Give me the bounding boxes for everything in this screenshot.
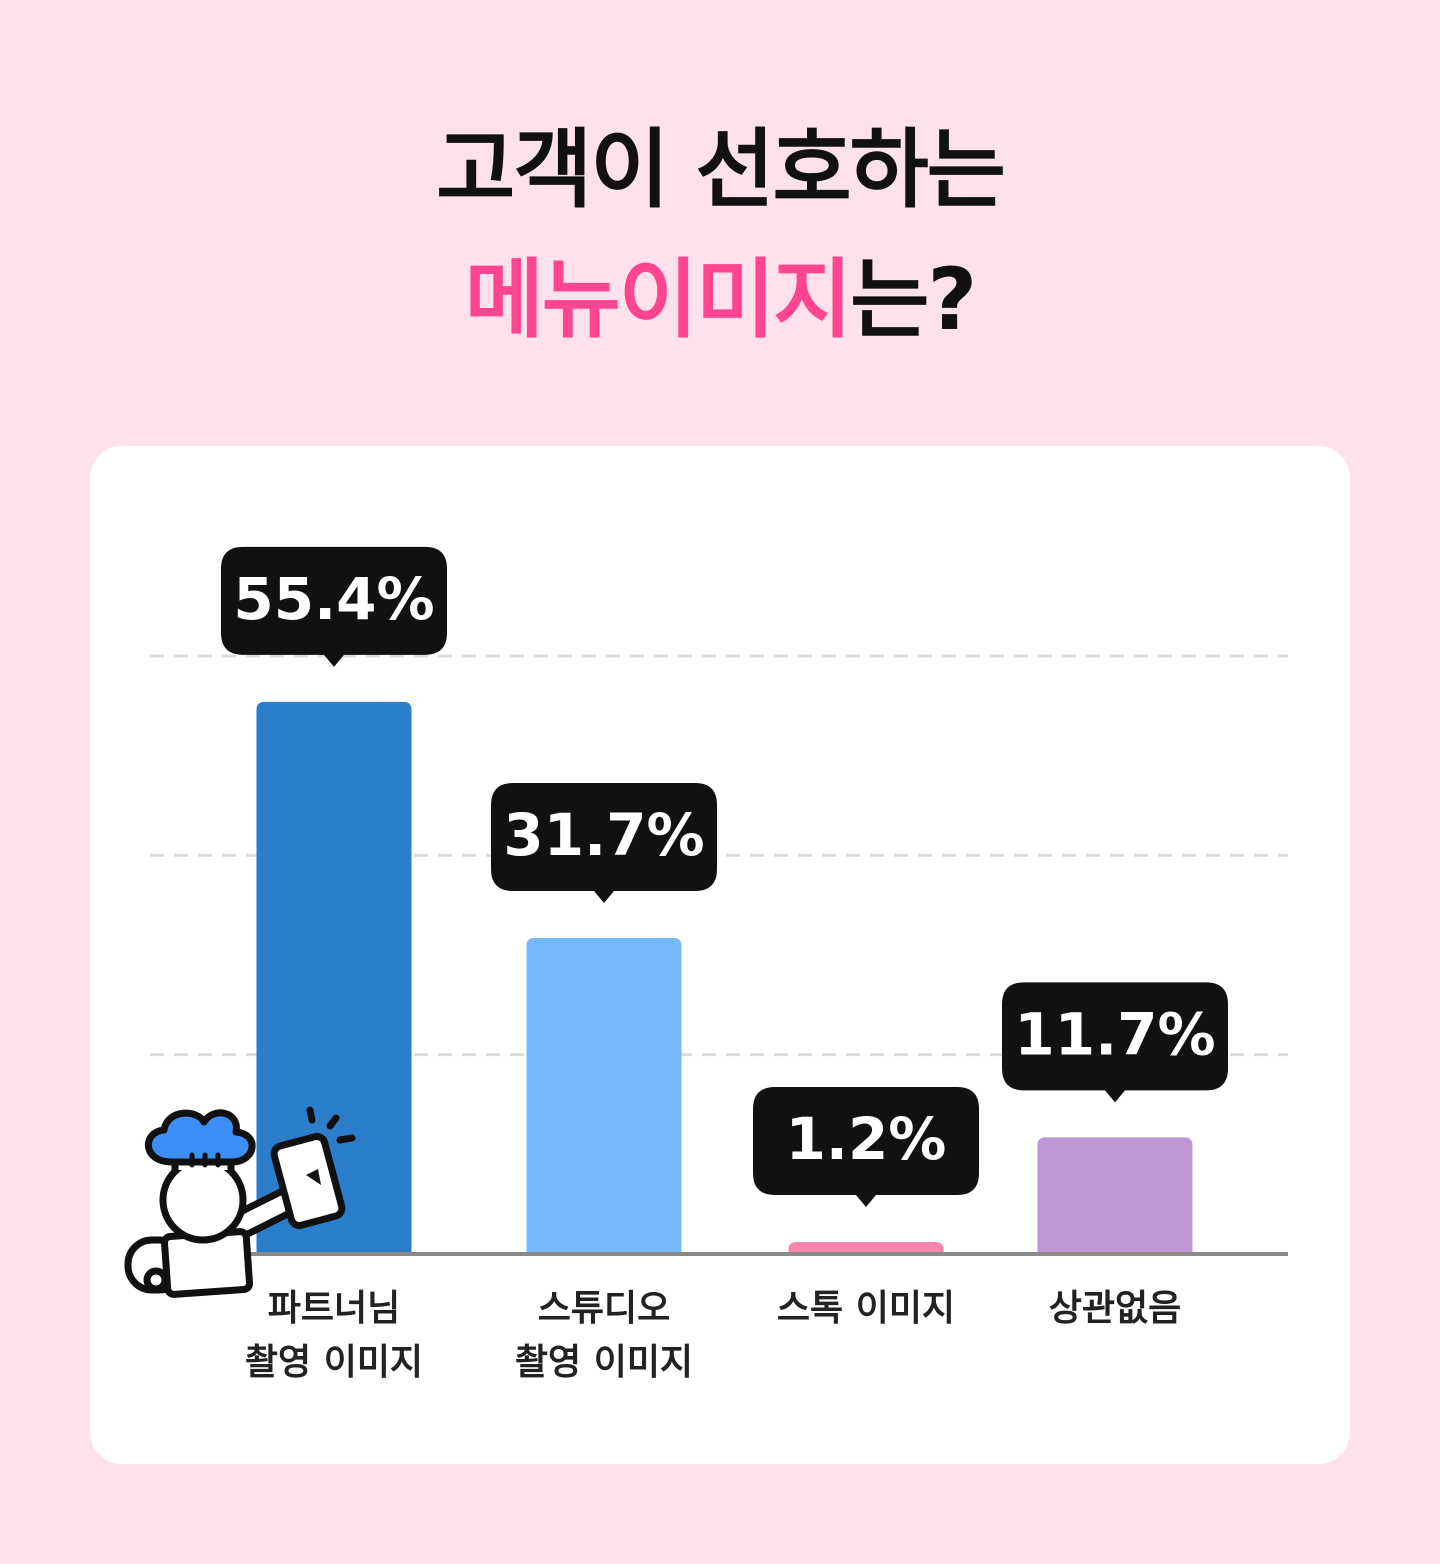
- bar: [526, 938, 682, 1254]
- x-tick-label: 파트너님 촬영 이미지: [244, 1288, 424, 1383]
- value-label-bubble: [1002, 982, 1228, 1103]
- chef-illustration: [124, 1106, 356, 1298]
- value-label: 55.4%: [233, 565, 434, 633]
- x-tick-label: 스튜디오 촬영 이미지: [514, 1288, 694, 1383]
- chart-title: 고객이 선호하는: [436, 120, 1006, 220]
- x-tick-label: 스톡 이미지: [776, 1288, 956, 1329]
- value-label: 11.7%: [1014, 1000, 1215, 1068]
- bar: [1037, 1137, 1193, 1254]
- value-label: 1.2%: [786, 1105, 947, 1173]
- title-line-2: 메뉴이미지는?: [0, 235, 1440, 365]
- bar: [788, 1242, 944, 1254]
- value-label-bubble: [753, 1087, 979, 1208]
- value-label-bubble: [491, 783, 717, 904]
- value-label-bubble: [221, 546, 447, 667]
- title-block: 고객이 선호하는 메뉴이미지는?: [0, 105, 1440, 365]
- value-label: 31.7%: [503, 801, 704, 869]
- title-suffix: 는?: [850, 250, 977, 350]
- x-tick-label: 상관없음: [1048, 1288, 1182, 1329]
- title-highlight: 메뉴이미지: [464, 250, 853, 350]
- plot: 55.4% 31.7% 1.2% 11.7%: [150, 546, 1288, 1256]
- bar: [256, 701, 412, 1254]
